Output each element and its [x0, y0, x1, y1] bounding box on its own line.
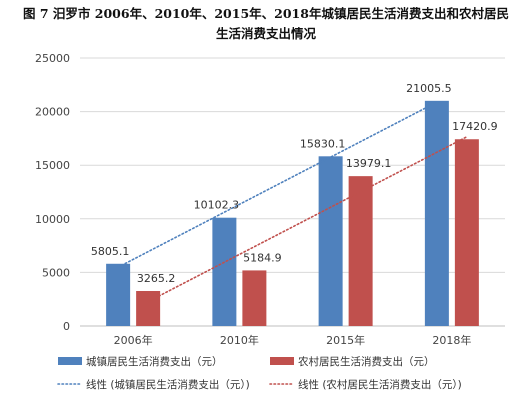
y-tick-label: 20000 — [35, 106, 70, 119]
rural-data-label: 3265.2 — [137, 272, 176, 285]
chart-title: 图 7 汨罗市 2006年、2010年、2015年、2018年城镇居民生活消费支… — [0, 4, 532, 44]
legend-swatch-urban — [58, 357, 82, 365]
rural-data-label: 17420.9 — [452, 120, 498, 133]
urban-trendline — [117, 101, 438, 268]
legend: 城镇居民生活消费支出（元） 农村居民生活消费支出（元） 线性 (城镇居民生活消费支出… — [57, 355, 462, 391]
urban-data-label: 15830.1 — [300, 137, 346, 150]
urban-bar — [106, 263, 131, 326]
x-tick-label: 2006年 — [114, 333, 153, 347]
trendlines — [117, 101, 468, 303]
x-tick-label: 2010年 — [220, 333, 259, 347]
rural-bar — [454, 139, 479, 326]
urban-bar — [212, 217, 237, 326]
rural-trendline — [147, 135, 468, 303]
urban-data-label: 10102.3 — [194, 199, 240, 212]
legend-label-urban: 城镇居民生活消费支出（元） — [86, 355, 223, 368]
urban-data-label: 21005.5 — [406, 82, 452, 95]
x-tick-label: 2015年 — [326, 333, 365, 347]
y-tick-label: 0 — [63, 320, 70, 333]
y-axis-ticks: 0 5000 10000 15000 20000 25000 — [35, 52, 70, 333]
rural-bar — [136, 290, 161, 326]
x-axis-ticks: 2006年 2010年 2015年 2018年 — [114, 333, 472, 347]
data-labels: 5805.1 10102.3 15830.1 21005.5 3265.2 5184.9 1… — [91, 82, 498, 285]
y-tick-label: 5000 — [42, 266, 70, 279]
urban-bar — [424, 100, 449, 326]
bars — [106, 100, 479, 326]
rural-bar — [348, 176, 373, 326]
legend-swatch-rural — [270, 357, 294, 365]
y-tick-label: 15000 — [35, 159, 70, 172]
rural-data-label: 13979.1 — [346, 157, 392, 170]
urban-bar — [318, 156, 343, 326]
legend-trend-label-rural: 线性 (农村居民生活消费支出（元）) — [298, 378, 462, 391]
chart-title-line-1: 图 7 汨罗市 2006年、2010年、2015年、2018年城镇居民生活消费支… — [23, 6, 509, 21]
rural-data-label: 5184.9 — [243, 251, 282, 264]
urban-data-label: 5805.1 — [91, 245, 130, 258]
legend-trend-label-urban: 线性 (城镇居民生活消费支出（元）) — [86, 378, 250, 391]
x-tick-label: 2018年 — [432, 333, 471, 347]
rural-bar — [242, 270, 267, 326]
y-tick-label: 10000 — [35, 213, 70, 226]
chart-title-line-2: 生活消费支出情况 — [215, 26, 316, 41]
legend-label-rural: 农村居民生活消费支出（元） — [298, 355, 435, 368]
y-tick-label: 25000 — [35, 52, 70, 65]
